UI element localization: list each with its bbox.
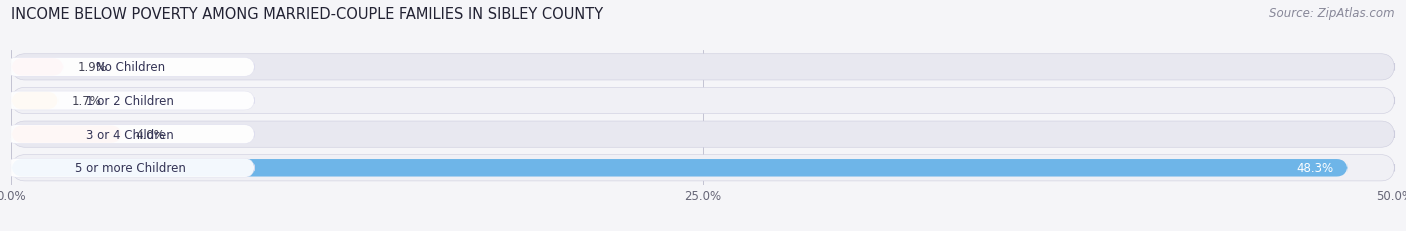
FancyBboxPatch shape <box>11 155 1395 181</box>
Text: 48.3%: 48.3% <box>1296 161 1334 175</box>
Text: 4.0%: 4.0% <box>136 128 166 141</box>
FancyBboxPatch shape <box>6 159 254 177</box>
FancyBboxPatch shape <box>11 92 58 110</box>
Text: Source: ZipAtlas.com: Source: ZipAtlas.com <box>1270 7 1395 20</box>
Text: 1 or 2 Children: 1 or 2 Children <box>86 94 174 108</box>
Text: INCOME BELOW POVERTY AMONG MARRIED-COUPLE FAMILIES IN SIBLEY COUNTY: INCOME BELOW POVERTY AMONG MARRIED-COUPL… <box>11 7 603 22</box>
FancyBboxPatch shape <box>6 125 254 144</box>
Text: No Children: No Children <box>96 61 165 74</box>
Text: 1.7%: 1.7% <box>72 94 103 108</box>
Text: 3 or 4 Children: 3 or 4 Children <box>86 128 174 141</box>
FancyBboxPatch shape <box>11 122 1395 148</box>
Text: 5 or more Children: 5 or more Children <box>75 161 186 175</box>
FancyBboxPatch shape <box>11 126 122 143</box>
FancyBboxPatch shape <box>11 55 1395 81</box>
FancyBboxPatch shape <box>11 59 63 76</box>
FancyBboxPatch shape <box>11 159 1348 177</box>
FancyBboxPatch shape <box>6 92 254 110</box>
Text: 1.9%: 1.9% <box>77 61 107 74</box>
FancyBboxPatch shape <box>6 58 254 77</box>
FancyBboxPatch shape <box>11 88 1395 114</box>
